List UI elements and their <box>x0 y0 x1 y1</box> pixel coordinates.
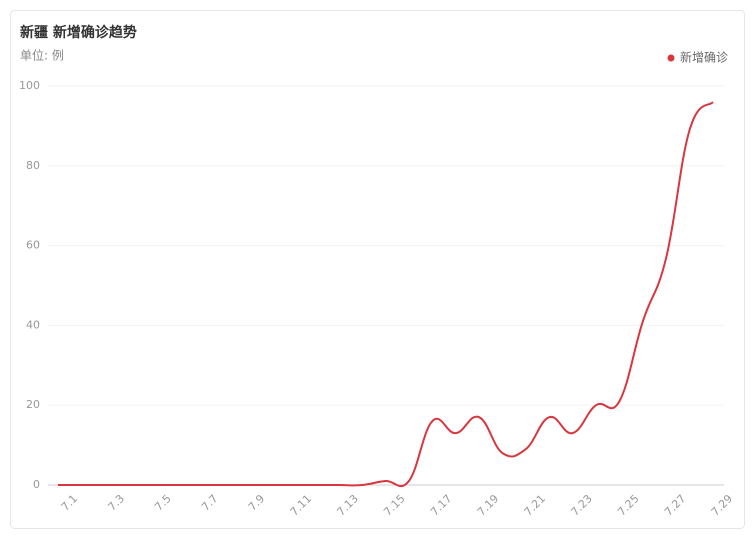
y-tick-label: 20 <box>26 398 40 411</box>
y-tick-label: 40 <box>26 318 40 331</box>
y-tick-label: 60 <box>26 239 40 252</box>
y-tick-label: 80 <box>26 159 40 172</box>
line <box>58 101 714 488</box>
legend-label: 新增确诊 <box>680 50 728 65</box>
y-tick-label: 0 <box>33 478 40 491</box>
card <box>10 10 745 529</box>
chart-subtitle: 单位: 例 <box>20 48 64 63</box>
chart-title: 新疆 新增确诊趋势 <box>20 24 137 41</box>
legend-marker <box>667 54 675 62</box>
y-tick-label: 100 <box>19 79 40 92</box>
